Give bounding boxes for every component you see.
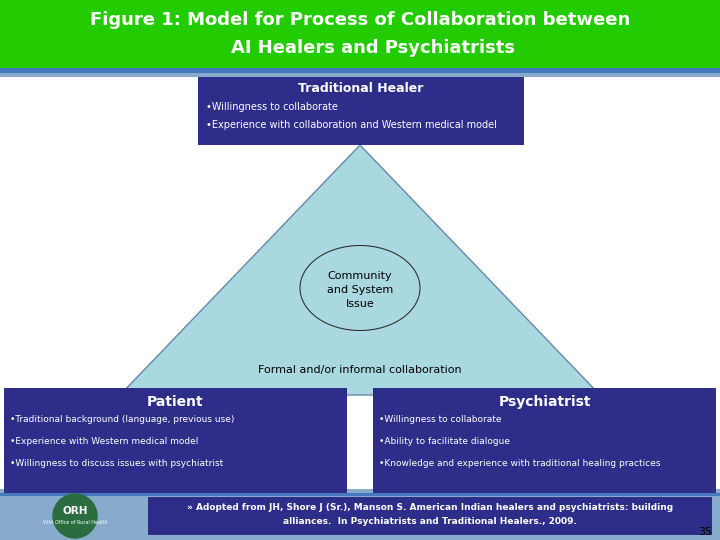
FancyBboxPatch shape — [0, 77, 720, 540]
Text: 35: 35 — [698, 527, 712, 537]
Text: •Willingness to collaborate: •Willingness to collaborate — [206, 102, 338, 112]
Text: •Willingness to discuss issues with psychiatrist: •Willingness to discuss issues with psyc… — [10, 460, 223, 469]
Text: •Traditional background (language, previous use): •Traditional background (language, previ… — [10, 415, 235, 424]
Text: •Experience with collaboration and Western medical model: •Experience with collaboration and Weste… — [206, 120, 497, 130]
Circle shape — [53, 494, 97, 538]
FancyBboxPatch shape — [0, 489, 720, 540]
Text: •Ability to facilitate dialogue: •Ability to facilitate dialogue — [379, 437, 510, 447]
Polygon shape — [120, 145, 600, 395]
Text: Issue: Issue — [346, 299, 374, 309]
FancyBboxPatch shape — [373, 388, 716, 493]
FancyBboxPatch shape — [0, 0, 720, 68]
FancyBboxPatch shape — [4, 388, 347, 493]
FancyBboxPatch shape — [198, 77, 524, 145]
FancyBboxPatch shape — [148, 497, 712, 535]
Text: •Experience with Western medical model: •Experience with Western medical model — [10, 437, 199, 447]
Text: •Willingness to collaborate: •Willingness to collaborate — [379, 415, 502, 424]
Text: AI Healers and Psychiatrists: AI Healers and Psychiatrists — [205, 39, 515, 57]
Ellipse shape — [300, 246, 420, 330]
Text: Community: Community — [328, 271, 392, 281]
Text: and System: and System — [327, 285, 393, 295]
Text: Psychiatrist: Psychiatrist — [498, 395, 590, 409]
Text: » Adopted from JH, Shore J (Sr.), Manson S. American Indian healers and psychiat: » Adopted from JH, Shore J (Sr.), Manson… — [187, 503, 673, 511]
FancyBboxPatch shape — [0, 493, 720, 496]
FancyBboxPatch shape — [0, 68, 720, 73]
FancyBboxPatch shape — [0, 73, 720, 77]
Text: •Knowledge and experience with traditional healing practices: •Knowledge and experience with tradition… — [379, 460, 660, 469]
Text: alliances.  In Psychiatrists and Traditional Healers., 2009.: alliances. In Psychiatrists and Traditio… — [283, 516, 577, 525]
Text: Figure 1: Model for Process of Collaboration between: Figure 1: Model for Process of Collabora… — [90, 11, 630, 29]
Text: ORH: ORH — [62, 506, 88, 516]
Text: VHA Office of Rural Health: VHA Office of Rural Health — [42, 519, 107, 524]
Text: Patient: Patient — [147, 395, 204, 409]
Text: Formal and/or informal collaboration: Formal and/or informal collaboration — [258, 365, 462, 375]
Text: Traditional Healer: Traditional Healer — [298, 83, 423, 96]
